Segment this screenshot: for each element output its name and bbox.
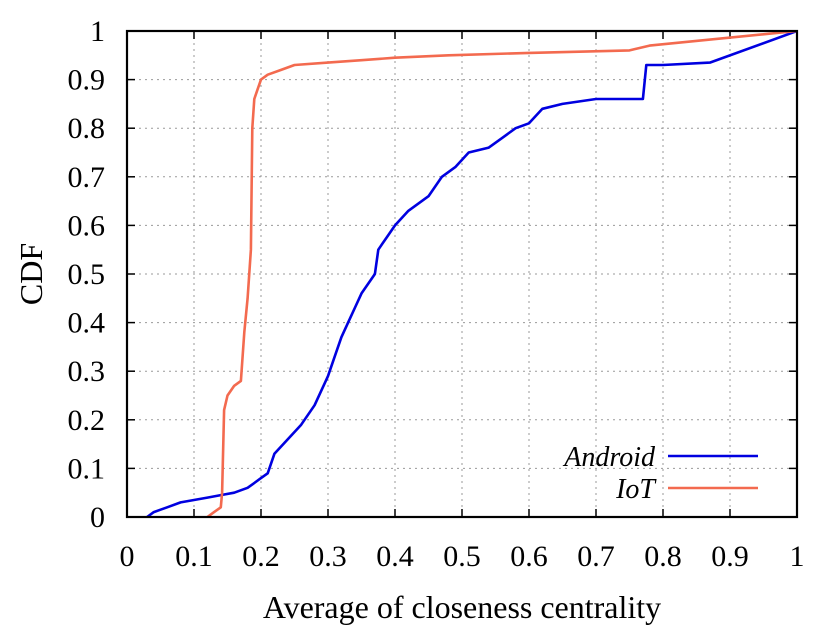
legend-label-android: Android: [562, 442, 656, 473]
series-layer: [146, 31, 797, 517]
y-tick-label: 0.4: [68, 307, 106, 340]
y-tick-label: 0.8: [68, 112, 106, 145]
y-tick-label: 0.9: [68, 64, 106, 97]
x-tick-label: 0.6: [510, 540, 548, 573]
legend-label-iot: IoT: [615, 474, 657, 505]
y-tick-label: 0.2: [68, 404, 106, 437]
x-tick-label: 0.2: [242, 540, 280, 573]
y-tick-labels: 0 0.1 0.2 0.3 0.4 0.5 0.6 0.7 0.8 0.9 1: [68, 15, 106, 534]
y-tick-label: 0.6: [68, 209, 106, 242]
x-tick-label: 1: [790, 540, 805, 573]
x-tick-labels: 0 0.1 0.2 0.3 0.4 0.5 0.6 0.7 0.8 0.9 1: [120, 540, 805, 573]
x-tick-label: 0.9: [711, 540, 749, 573]
y-axis-title: CDF: [13, 243, 49, 305]
x-tick-label: 0.5: [443, 540, 481, 573]
y-tick-label: 0.1: [68, 452, 106, 485]
series-line-iot: [206, 31, 797, 517]
y-tick-label: 0.5: [68, 258, 106, 291]
y-tick-label: 0.7: [68, 161, 106, 194]
x-tick-label: 0.4: [376, 540, 414, 573]
x-tick-label: 0.8: [644, 540, 682, 573]
x-tick-label: 0.7: [577, 540, 615, 573]
x-tick-label: 0.3: [309, 540, 347, 573]
y-tick-label: 1: [90, 15, 105, 48]
x-tick-label: 0.1: [175, 540, 213, 573]
y-tick-label: 0: [90, 501, 105, 534]
x-tick-label: 0: [120, 540, 135, 573]
x-axis-title: Average of closeness centrality: [263, 589, 661, 625]
series-line-android: [146, 31, 797, 517]
y-tick-label: 0.3: [68, 355, 106, 388]
plot-frame: [125, 29, 799, 519]
grid: [127, 31, 797, 517]
